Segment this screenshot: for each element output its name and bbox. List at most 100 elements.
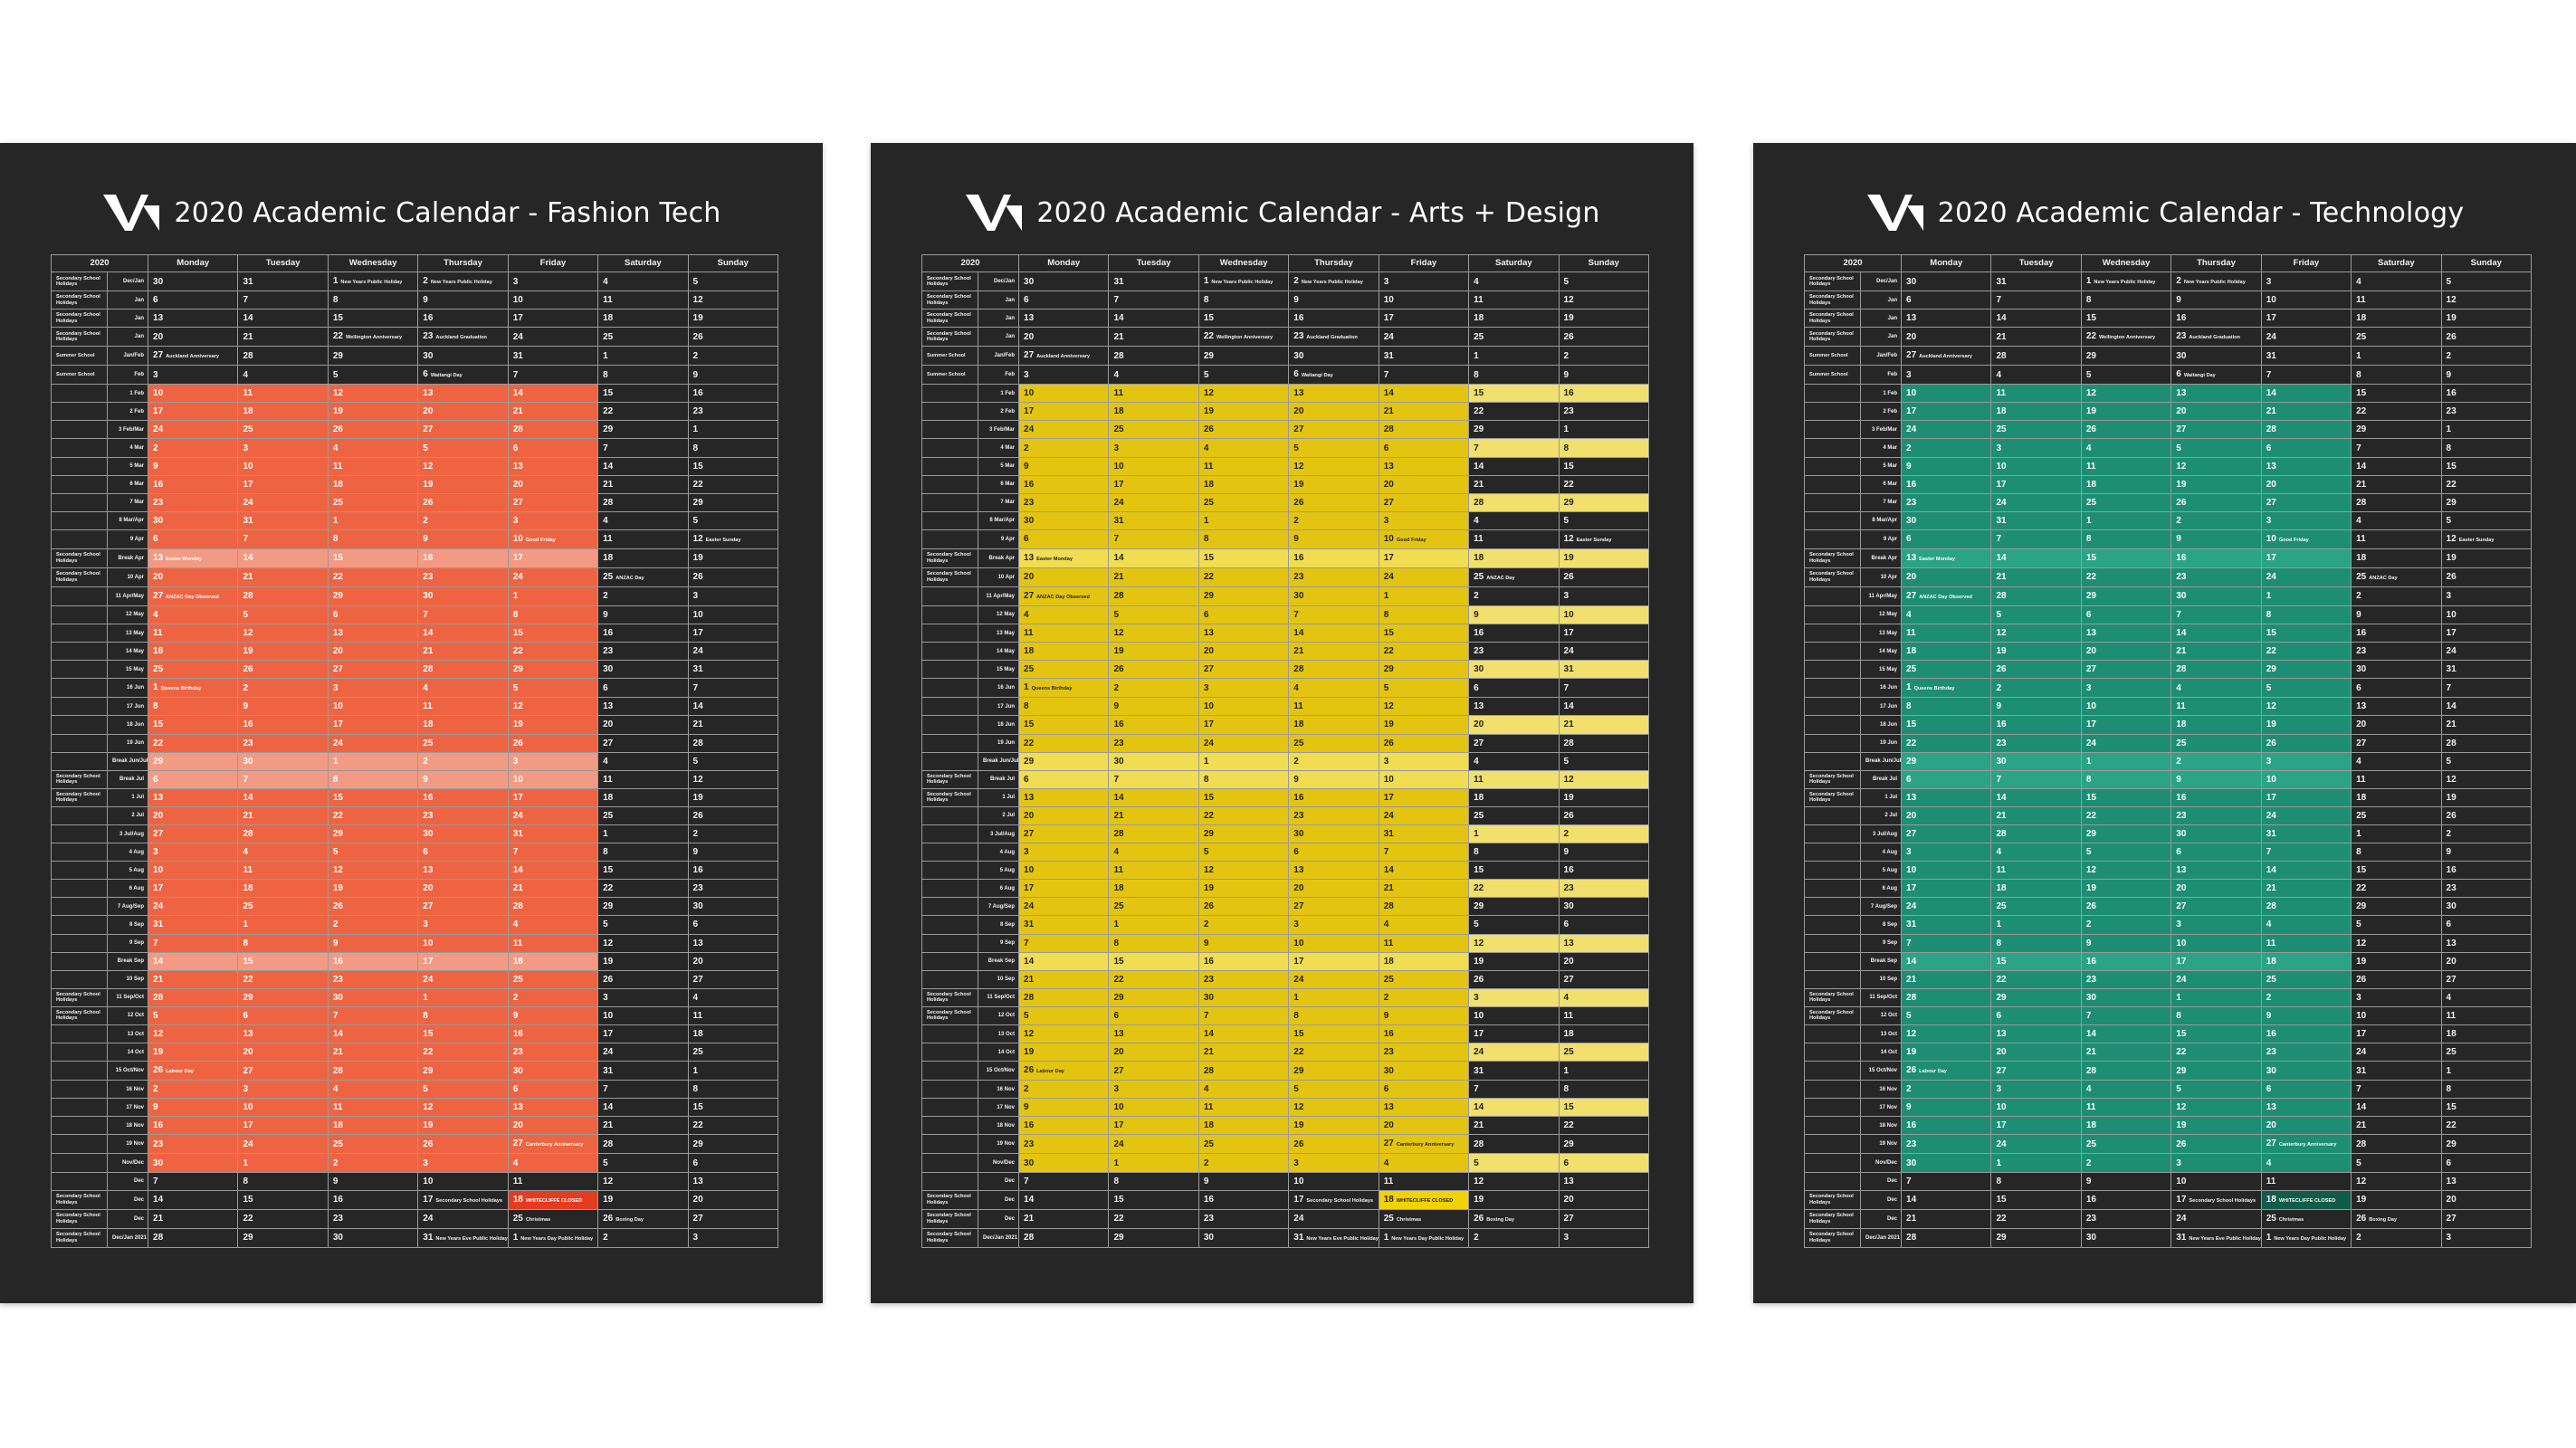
day-cell: 2 — [2080, 915, 2172, 935]
date-number: 19 — [1474, 1195, 1484, 1205]
date-number: 13 — [2176, 388, 2187, 399]
date-number: 21 — [243, 572, 253, 583]
week-row: 2 Feb 17 18 19 20 21 22 23 — [921, 402, 1650, 422]
date-number: 27 — [512, 497, 523, 508]
date-number: 5 — [243, 609, 248, 620]
date-number: 22 — [1563, 1120, 1574, 1131]
date-number: 28 — [1474, 497, 1484, 508]
event-note: Auckland Graduation — [1306, 335, 1358, 341]
date-number: 27 — [2176, 901, 2187, 912]
date-number: 12 — [423, 1102, 434, 1113]
day-cell: 8 — [687, 1080, 779, 1100]
week-row: 14 May 18 19 20 21 22 23 24 — [921, 642, 1650, 662]
date-number: 25 — [1996, 424, 2007, 435]
date-number: 1 — [332, 756, 339, 767]
date-number: 8 — [1996, 1176, 2001, 1186]
date-number: 28 — [603, 1138, 614, 1149]
date-number: 25 — [2176, 738, 2187, 748]
week-label: 11 Apr/May — [106, 586, 149, 606]
date-number: 8 — [1563, 1084, 1569, 1095]
day-cell: 29 — [687, 1134, 779, 1155]
week-label: 16 Jun — [977, 678, 1020, 699]
event-note: Queens Birthday — [160, 686, 202, 692]
date-number: 12 — [692, 774, 703, 785]
date-number: 1 — [603, 350, 608, 361]
date-number: 30 — [1563, 901, 1574, 912]
day-cell: 29 — [327, 586, 419, 606]
date-number: 26 — [332, 424, 343, 435]
day-cell: 27 — [2080, 660, 2172, 680]
holiday-label — [921, 586, 978, 606]
date-number: 2 — [2176, 756, 2181, 767]
day-cell: 27 — [2260, 492, 2352, 512]
week-label: 15 May — [1859, 660, 1903, 680]
holiday-label — [51, 733, 108, 753]
date-number: 7 — [512, 369, 519, 380]
date-number: 7 — [423, 609, 428, 620]
week-row: 2 Feb 17 18 19 20 21 22 23 — [51, 402, 779, 422]
date-number: 2 — [1906, 443, 1912, 453]
day-cell: 5 — [2351, 915, 2442, 935]
day-cell: 7 — [1990, 290, 2082, 310]
day-cell: 6 — [1901, 769, 1992, 789]
day-cell: 20 — [1901, 805, 1992, 825]
date-number: 1 — [512, 591, 519, 602]
date-number: 8 — [1113, 1176, 1119, 1186]
day-cell: 23 — [2171, 805, 2262, 825]
day-cell: 26 — [1197, 897, 1290, 917]
day-cell: 7 — [237, 529, 329, 549]
week-row: 17 Nov 9 10 11 12 13 14 15 — [921, 1098, 1650, 1118]
week-label: Break Jun/Jul — [977, 751, 1020, 771]
day-cell: 5 — [1197, 843, 1290, 862]
date-number: 22 — [332, 810, 343, 821]
date-number: 7 — [603, 443, 608, 453]
day-cell: 28 — [1018, 1227, 1110, 1248]
day-cell: 23 — [148, 1134, 239, 1155]
day-cell: 24 — [1378, 567, 1470, 587]
day-cell: 19 — [1108, 642, 1199, 662]
day-cell: 27 ANZAC Day Observed — [1018, 586, 1110, 606]
day-cell: 21 — [2260, 879, 2352, 899]
day-cell: 4 — [1197, 1080, 1290, 1100]
week-label: 6 Mar — [977, 474, 1020, 494]
date-number: 14 — [332, 1029, 343, 1040]
date-number: 21 — [332, 1047, 343, 1058]
holiday-label — [1804, 1024, 1861, 1044]
date-number: 11 — [2356, 295, 2366, 306]
date-number: 16 — [2446, 865, 2457, 876]
date-number: 14 — [1203, 1029, 1214, 1040]
day-cell: 23 Auckland Graduation — [2171, 327, 2262, 348]
date-number: 11 — [1996, 388, 2007, 399]
day-cell: 30 — [1901, 272, 1992, 291]
holiday-label — [1804, 1153, 1861, 1173]
week-row: 13 May 11 12 13 14 15 16 17 — [51, 624, 779, 643]
day-cell: 7 — [237, 769, 329, 789]
date-number: 12 — [2446, 774, 2457, 785]
date-number: 20 — [2176, 883, 2187, 894]
date-number: 8 — [2356, 369, 2361, 380]
day-cell: 11 — [2351, 290, 2442, 310]
holiday-label: Secondary School Holidays — [51, 787, 108, 807]
week-row: 7 Aug/Sep 24 25 26 27 28 29 30 — [51, 897, 779, 917]
day-cell: 29 — [2080, 586, 2172, 606]
week-label: 13 Oct — [106, 1024, 149, 1044]
day-cell: 20 — [148, 327, 239, 348]
date-number: 15 — [692, 461, 703, 472]
day-header: Thursday — [2171, 254, 2262, 272]
holiday-label — [921, 492, 978, 512]
poster-title: 2020 Academic Calendar - Arts + Design — [1036, 196, 1600, 229]
day-cell: 30 — [1288, 586, 1379, 606]
date-number: 17 — [2176, 1194, 2187, 1205]
day-cell: 4 — [148, 605, 239, 625]
day-cell: 16 — [2080, 1189, 2172, 1210]
date-number: 7 — [603, 1084, 608, 1095]
day-cell: 20 — [2260, 1116, 2352, 1136]
date-number: 27 — [1383, 1138, 1394, 1149]
date-number: 26 — [1293, 1138, 1304, 1149]
date-number: 24 — [1024, 901, 1035, 912]
day-cell: 26 — [507, 733, 599, 753]
week-row: 15 May 25 26 27 28 29 30 31 — [921, 660, 1650, 680]
holiday-label — [921, 1134, 978, 1155]
day-cell: 3 — [2171, 1153, 2262, 1173]
day-cell: 14 — [1378, 384, 1470, 404]
